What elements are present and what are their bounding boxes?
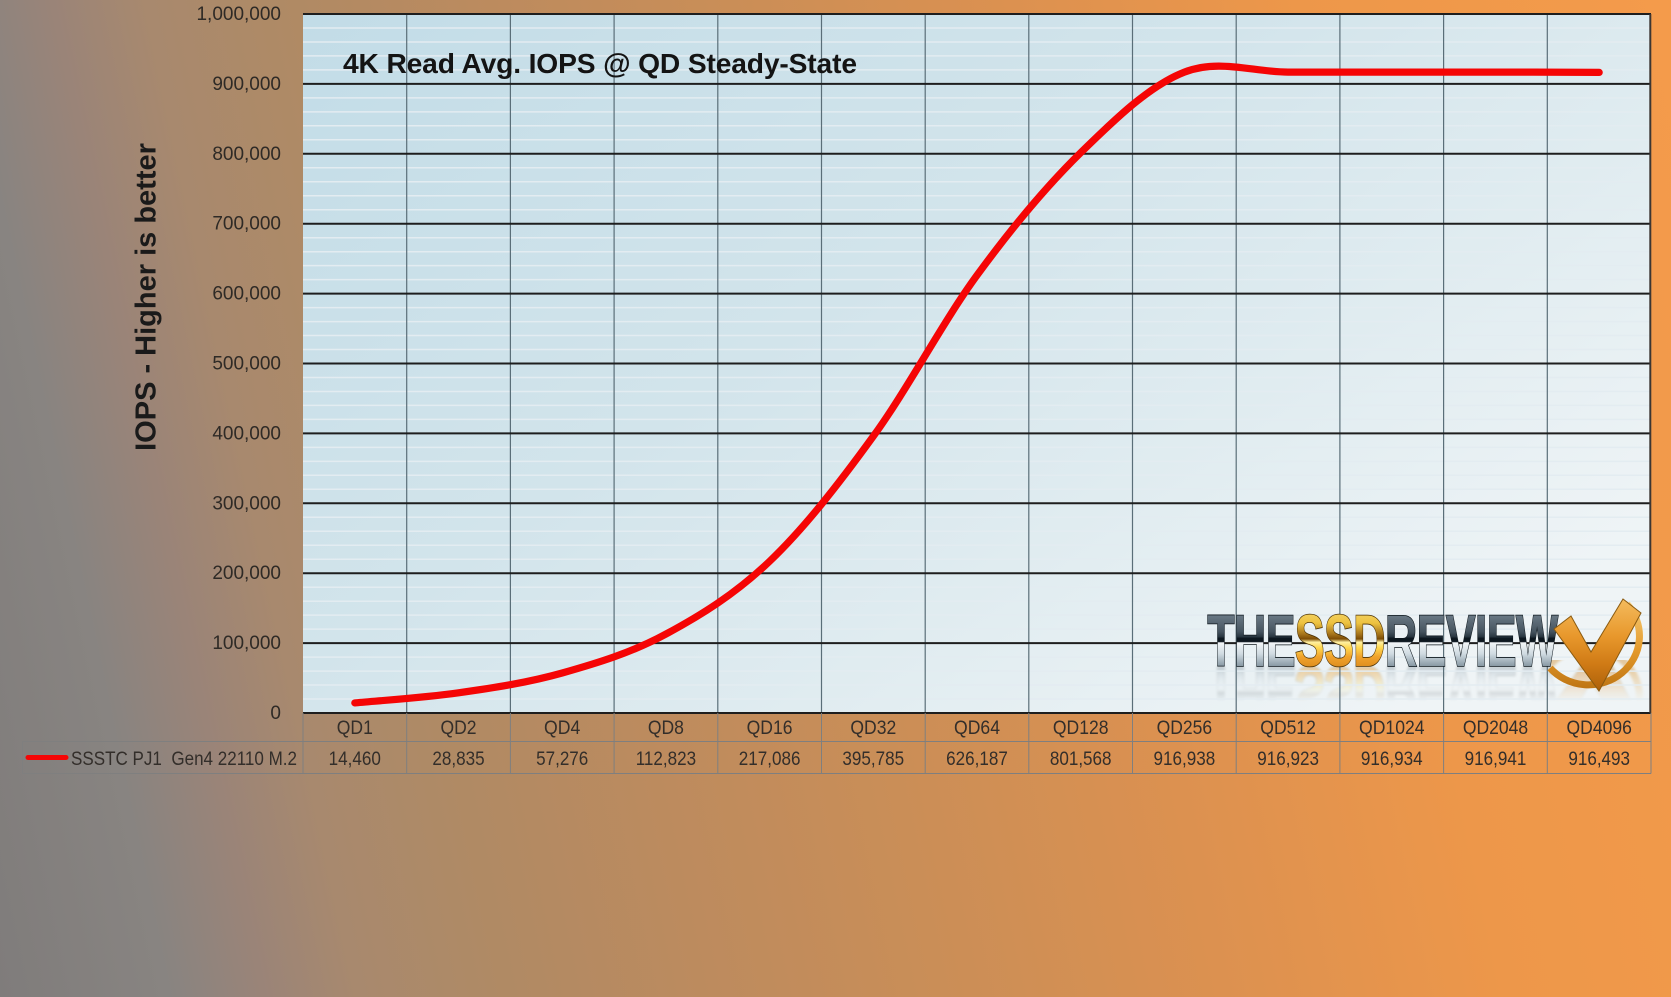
svg-text:57,276: 57,276 xyxy=(536,748,588,770)
svg-text:QD256: QD256 xyxy=(1157,717,1213,739)
svg-text:626,187: 626,187 xyxy=(946,748,1008,770)
svg-text:916,938: 916,938 xyxy=(1154,748,1216,770)
svg-text:QD4: QD4 xyxy=(544,717,580,739)
svg-text:QD4096: QD4096 xyxy=(1567,717,1632,739)
svg-text:916,493: 916,493 xyxy=(1568,748,1630,770)
svg-text:916,934: 916,934 xyxy=(1361,748,1423,770)
svg-text:300,000: 300,000 xyxy=(212,493,281,514)
svg-text:4K Read Avg. IOPS @ QD Steady-: 4K Read Avg. IOPS @ QD Steady-State xyxy=(343,47,857,79)
svg-text:QD32: QD32 xyxy=(850,717,896,739)
svg-text:QD1: QD1 xyxy=(337,717,373,739)
svg-text:395,785: 395,785 xyxy=(842,748,904,770)
svg-text:QD512: QD512 xyxy=(1260,717,1316,739)
svg-text:0: 0 xyxy=(270,703,281,724)
svg-text:SSSTC PJ1 Gen4 22110 M.2: SSSTC PJ1 Gen4 22110 M.2 xyxy=(71,748,297,770)
svg-text:217,086: 217,086 xyxy=(739,748,801,770)
svg-text:QD16: QD16 xyxy=(747,717,793,739)
svg-text:1,000,000: 1,000,000 xyxy=(196,4,281,25)
svg-text:600,000: 600,000 xyxy=(212,284,281,305)
svg-text:500,000: 500,000 xyxy=(212,354,281,375)
svg-text:112,823: 112,823 xyxy=(636,748,696,770)
svg-text:QD128: QD128 xyxy=(1053,717,1109,739)
svg-text:100,000: 100,000 xyxy=(212,633,281,654)
svg-text:QD2048: QD2048 xyxy=(1463,717,1528,739)
svg-text:200,000: 200,000 xyxy=(212,563,281,584)
svg-text:QD1024: QD1024 xyxy=(1359,717,1425,739)
svg-text:800,000: 800,000 xyxy=(212,144,281,165)
svg-text:QD64: QD64 xyxy=(954,717,1000,739)
svg-text:916,941: 916,941 xyxy=(1465,748,1527,770)
svg-text:916,923: 916,923 xyxy=(1257,748,1319,770)
svg-text:28,835: 28,835 xyxy=(432,748,484,770)
svg-text:QD8: QD8 xyxy=(648,717,684,739)
svg-text:700,000: 700,000 xyxy=(212,214,281,235)
svg-text:400,000: 400,000 xyxy=(212,423,281,444)
svg-text:IOPS - Higher is better: IOPS - Higher is better xyxy=(131,143,163,451)
svg-text:801,568: 801,568 xyxy=(1050,748,1112,770)
svg-text:QD2: QD2 xyxy=(440,717,476,739)
svg-text:900,000: 900,000 xyxy=(212,74,281,95)
svg-text:14,460: 14,460 xyxy=(329,748,381,770)
